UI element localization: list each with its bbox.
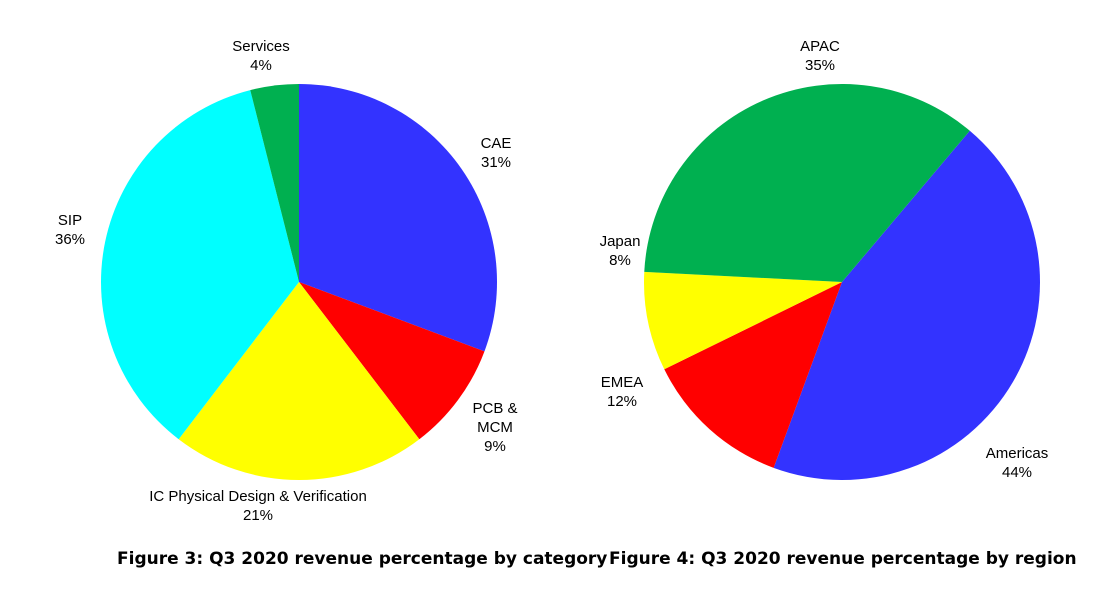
pie-slice-pcb-and-mcm (299, 282, 485, 440)
category-pie-chart: CAE 31% PCB & MCM 9% IC Physical Design & Ver… (55, 38, 518, 524)
pie-slice-americas (773, 130, 1040, 480)
region-pie-chart: Americas 44% EMEA 12% Japan 8% APAC 35% (600, 38, 1049, 481)
region-figure-caption: Figure 4: Q3 2020 revenue percentage by … (609, 549, 1077, 569)
pie-slice-sip (101, 90, 299, 440)
pie-slice-japan (644, 271, 842, 370)
pie-slice-ic-physical-design-and-verification (178, 282, 420, 480)
category-figure-caption: Figure 3: Q3 2020 revenue percentage by … (117, 549, 608, 569)
pie-slice-apac (644, 84, 970, 283)
slice-label-sip: SIP 36% (55, 212, 85, 248)
pie-slice-services (250, 84, 299, 282)
slice-label-americas: Americas 44% (986, 445, 1049, 481)
slice-label-pcb-and-mcm: PCB & MCM 9% (472, 400, 517, 455)
slice-label-cae: CAE 31% (481, 135, 512, 171)
slice-label-services: Services 4% (232, 38, 290, 74)
slice-label-japan: Japan 8% (600, 233, 641, 269)
category-pie-figure: CAE 31% PCB & MCM 9% IC Physical Design & Ver… (55, 38, 607, 569)
slice-label-apac: APAC 35% (800, 38, 840, 74)
slice-label-ic-physical-design-and-verification: IC Physical Design & Verification 21% (149, 488, 367, 524)
region-pie-figure: Americas 44% EMEA 12% Japan 8% APAC 35% Figure … (560, 0, 1120, 601)
pie-slice-cae (299, 84, 498, 352)
slice-label-emea: EMEA 12% (601, 374, 644, 410)
pie-slice-emea (664, 282, 842, 468)
